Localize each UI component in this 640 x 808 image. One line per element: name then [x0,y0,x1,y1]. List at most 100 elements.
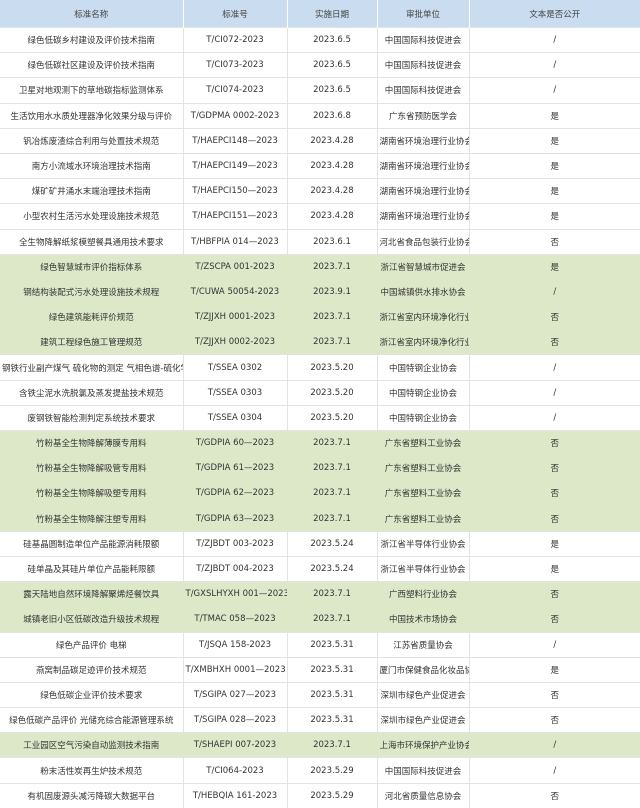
table-row: 绿色产品评价 电梯 T/JSQA 158-2023 2023.5.31 江苏省质量协会… [0,631,640,658]
cell-org: 湖南省环境治理行业协会 [376,152,469,179]
cell-name: 绿色低碳乡村建设及评价技术指南 [0,26,183,53]
cell-code: T/HAEPCI148—2023 [182,127,287,154]
table-row: 工业园区空气污染自动监测技术指南 T/SHAEPI 007-2023 2023.7.… [0,732,640,758]
cell-code: T/GXSLHYXH 001—2023 [182,581,287,607]
cell-name: 竹粉基全生物降解吸塑专用料 [0,480,183,507]
cell-code: T/HAEPCI149—2023 [182,152,287,179]
cell-public: 是 [468,127,640,154]
cell-name: 绿色低碳社区建设及评价技术指南 [0,52,183,78]
cell-date: 2023.7.1 [286,329,377,355]
cell-public: 否 [468,228,640,255]
cell-public: 是 [468,530,640,557]
cell-org: 河北省质量信息协会 [376,782,469,808]
cell-code: T/SGIPA 028—2023 [182,707,287,733]
table-row: 建筑工程绿色施工管理规范 T/ZJJXH 0002-2023 2023.7.1 浙江省… [0,329,640,355]
cell-code: T/HEBQIA 161-2023 [182,782,287,808]
cell-code: T/ZJBDT 004-2023 [182,555,287,582]
table-row: 卫星对地观测下的草地碳指标监测体系 T/CI074-2023 2023.6.5 中国国… [0,77,640,104]
cell-code: T/ZJJXH 0002-2023 [182,329,287,355]
table-row: 绿色低碳乡村建设及评价技术指南 T/CI072-2023 2023.6.5 中国国际科… [0,26,640,53]
cell-code: T/CI074-2023 [182,77,287,104]
cell-org: 湖南省环境治理行业协会 [376,203,469,229]
cell-date: 2023.9.1 [286,278,377,305]
cell-org: 中国国际科技促进会 [376,77,469,104]
cell-date: 2023.5.29 [286,757,377,784]
cell-date: 2023.6.5 [286,52,377,78]
cell-name: 生活饮用水水质处理器净化效果分级与评价 [0,102,183,129]
cell-code: T/GDPIA 63—2023 [182,505,287,532]
cell-org: 广东省塑料工业协会 [376,429,469,456]
cell-code: T/HAEPCI151—2023 [182,203,287,229]
cell-org: 上海市环境保护产业协会 [376,732,469,758]
header-public: 文本是否公开 [468,0,640,28]
cell-public: 否 [468,329,640,355]
cell-date: 2023.7.1 [286,505,377,532]
cell-date: 2023.5.31 [286,707,377,733]
cell-date: 2023.5.20 [286,354,377,381]
cell-name: 小型农村生活污水处理设施技术规范 [0,203,183,229]
table-row: 煤矿矿井涌水末端治理技术指南 T/HAEPCI150—2023 2023.4.28 湖… [0,178,640,204]
cell-name: 燕窝制品碳足迹评价技术规范 [0,656,183,683]
cell-date: 2023.6.5 [286,77,377,104]
table-row: 南方小流域水环境治理技术指南 T/HAEPCI149—2023 2023.4.28 湖… [0,152,640,179]
table-row: 废钢铁智能检测判定系统技术要求 T/SSEA 0304 2023.5.20 中国特钢企… [0,404,640,431]
cell-public: 否 [468,429,640,456]
cell-name: 钢结构装配式污水处理设施技术规程 [0,278,183,305]
table-row: 钢结构装配式污水处理设施技术规程 T/CUWA 50054-2023 2023.9.… [0,278,640,305]
table-row: 钢铁行业副产煤气 硫化物的测定 气相色谱-硫化学发光法T/SSEA 030220… [0,354,640,381]
table-row: 硅基晶圆制造单位产品能源消耗限额 T/ZJBDT 003-2023 2023.5.2… [0,530,640,557]
cell-public: 是 [468,102,640,129]
cell-name: 竹粉基全生物降解吸管专用料 [0,455,183,481]
cell-org: 广东省预防医学会 [376,102,469,129]
cell-code: T/ZJBDT 003-2023 [182,530,287,557]
cell-name: 工业园区空气污染自动监测技术指南 [0,732,183,758]
cell-code: T/SGIPA 027—2023 [182,681,287,708]
cell-date: 2023.6.5 [286,26,377,53]
cell-org: 中国国际科技促进会 [376,52,469,78]
cell-code: T/CI072-2023 [182,26,287,53]
cell-org: 中国技术市场协会 [376,606,469,632]
cell-date: 2023.5.31 [286,656,377,683]
table-row: 绿色建筑能耗评价规范 T/ZJJXH 0001-2023 2023.7.1 浙江省室内… [0,304,640,330]
cell-org: 浙江省半导体行业协会 [376,530,469,557]
cell-org: 厦门市保健食品化妆品协会 [376,656,469,683]
cell-date: 2023.5.24 [286,555,377,582]
header-date: 实施日期 [286,0,377,28]
cell-public: 否 [468,480,640,507]
cell-code: T/CI073-2023 [182,52,287,78]
table-row: 绿色智慧城市评价指标体系 T/ZSCPA 001-2023 2023.7.1 浙江省智… [0,253,640,280]
table-row: 全生物降解纸浆模塑餐具通用技术要求 T/HBFPIA 014—2023 2023.6… [0,228,640,255]
cell-public: 是 [468,555,640,582]
cell-org: 广东省塑料工业协会 [376,505,469,532]
cell-org: 中国城镇供水排水协会 [376,278,469,305]
cell-code: T/SSEA 0303 [182,379,287,406]
cell-date: 2023.7.1 [286,480,377,507]
cell-date: 2023.6.8 [286,102,377,129]
cell-code: T/SSEA 0304 [182,404,287,431]
cell-public: 否 [468,681,640,708]
table-row: 燕窝制品碳足迹评价技术规范 T/XMBHXH 0001—2023 2023.5.31… [0,656,640,683]
header-row: 标准名称 标准号 实施日期 审批单位 文本是否公开 [0,0,640,28]
cell-name: 硅单晶及其硅片单位产品能耗限额 [0,555,183,582]
cell-date: 2023.7.1 [286,455,377,481]
cell-public: 否 [468,505,640,532]
table-row: 绿色低碳企业评价技术要求 T/SGIPA 027—2023 2023.5.31 深圳市… [0,681,640,708]
cell-name: 建筑工程绿色施工管理规范 [0,329,183,355]
cell-org: 深圳市绿色产业促进会 [376,681,469,708]
table-row: 硅单晶及其硅片单位产品能耗限额 T/ZJBDT 004-2023 2023.5.24… [0,555,640,582]
table-row: 钒冶炼废渣综合利用与处置技术规范 T/HAEPCI148—2023 2023.4.2… [0,127,640,154]
cell-code: T/JSQA 158-2023 [182,631,287,658]
cell-date: 2023.5.31 [286,681,377,708]
cell-date: 2023.6.1 [286,228,377,255]
table-row: 竹粉基全生物降解注塑专用料 T/GDPIA 63—2023 2023.7.1 广东省塑… [0,505,640,532]
cell-date: 2023.7.1 [286,606,377,632]
table-row: 含铁尘泥水洗脱氯及蒸发提盐技术规范 T/SSEA 0303 2023.5.20 中国特… [0,379,640,406]
header-org: 审批单位 [376,0,469,28]
table-row: 竹粉基全生物降解吸管专用料 T/GDPIA 61—2023 2023.7.1 广东省塑… [0,455,640,481]
cell-name: 竹粉基全生物降解注塑专用料 [0,505,183,532]
cell-org: 中国特钢企业协会 [376,404,469,431]
cell-name: 城镇老旧小区低碳改造升级技术规程 [0,606,183,632]
cell-public: / [468,278,640,305]
cell-code: T/HAEPCI150—2023 [182,178,287,204]
